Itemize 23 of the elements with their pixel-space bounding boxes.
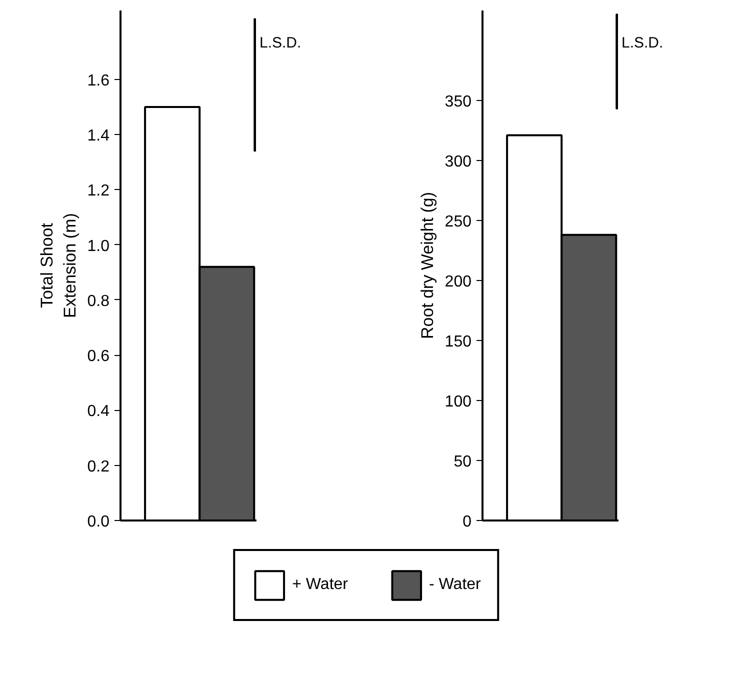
y-tick-label: 1.6: [87, 72, 110, 90]
y-tick-label: 1.0: [87, 238, 110, 255]
y-tick-label: 350: [444, 94, 472, 110]
y-tick-label: 300: [444, 154, 472, 170]
y-tick-label: 0.6: [87, 348, 110, 366]
y-tick-label: 0.2: [87, 458, 110, 476]
legend-label: + Water: [292, 576, 348, 594]
text: L.S.D.: [260, 34, 302, 52]
y-tick-label: 100: [444, 394, 472, 410]
y-tick-label: 50: [454, 454, 472, 470]
y-tick-label: 1.2: [87, 182, 110, 200]
y-tick-label: 150: [444, 334, 472, 350]
text: L.S.D.: [622, 34, 664, 52]
y-tick-label: 0.4: [87, 403, 110, 420]
y-tick-label: 1.4: [87, 128, 110, 145]
y-tick-label: 0: [462, 514, 472, 530]
legend-label: - Water: [429, 576, 481, 594]
y-tick-label: 0.8: [87, 292, 110, 310]
y-axis-title: Root dry Weight (g): [418, 192, 437, 340]
y-tick-label: 250: [444, 214, 472, 230]
y-tick-label: 200: [444, 274, 472, 290]
y-axis-title: Total Shoot Extension (m): [37, 213, 80, 318]
y-tick-label: 0.0: [87, 514, 110, 530]
